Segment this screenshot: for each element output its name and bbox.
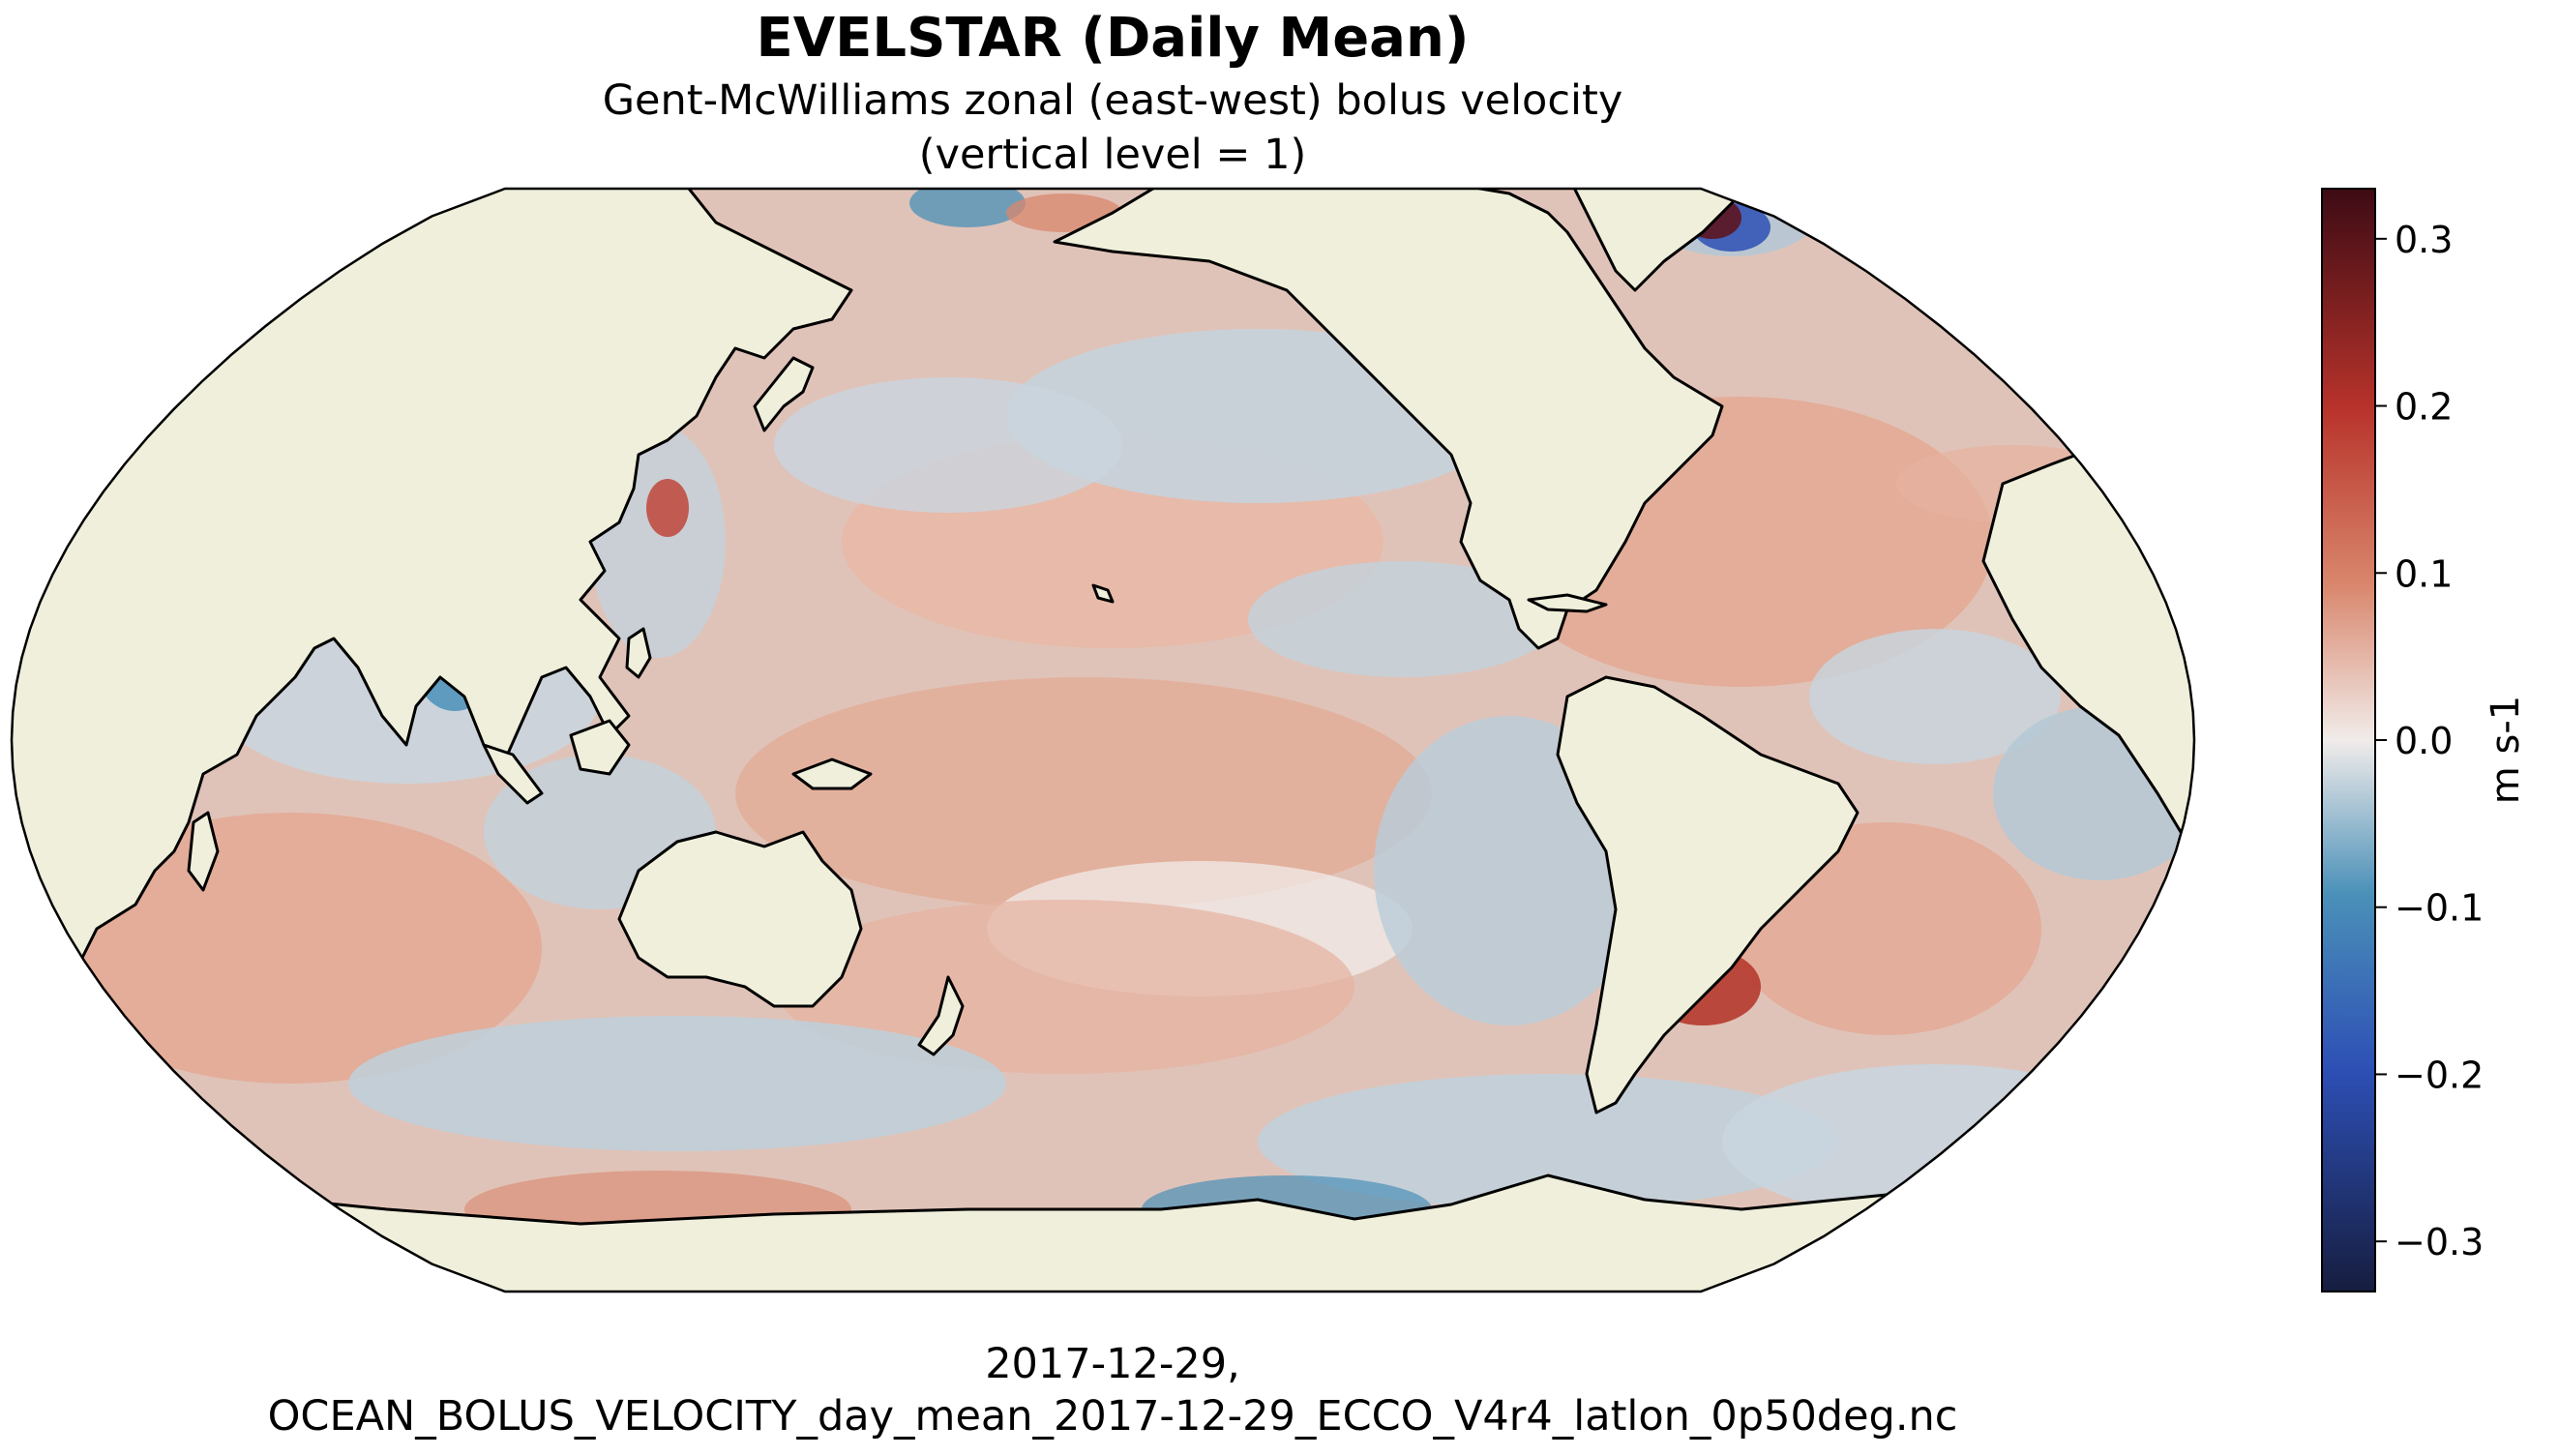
- land-hawaii: [1091, 583, 1115, 604]
- colorbar-tick-label: −0.1: [2395, 887, 2484, 930]
- colorbar-tick-label: 0.0: [2395, 720, 2453, 762]
- land-new-zealand: [917, 975, 965, 1056]
- land-japan: [753, 356, 815, 432]
- colorbar-tick-label: 0.3: [2395, 219, 2453, 261]
- figure-subtitle-line2: (vertical level = 1): [918, 131, 1307, 179]
- map-globe: [12, 189, 2194, 1292]
- land-new-guinea: [791, 758, 873, 790]
- land-cuba: [1527, 593, 1608, 613]
- land-sumatra: [482, 743, 544, 805]
- colorbar-tick-label: −0.3: [2395, 1221, 2484, 1263]
- land-uk: [2039, 230, 2068, 273]
- colorbar: 0.3 0.2 0.1 0.0 −0.1 −0.2 −0.3: [2321, 188, 2484, 1293]
- map-boundary: [10, 187, 2196, 1293]
- land-philippines: [625, 627, 652, 679]
- colorbar-tick-label: 0.1: [2395, 552, 2453, 595]
- land-north-america: [1053, 189, 1724, 650]
- land-australia: [617, 830, 863, 1008]
- colorbar-tick-label: −0.2: [2395, 1054, 2484, 1096]
- footer-filename: OCEAN_BOLUS_VELOCITY_day_mean_2017-12-29…: [267, 1392, 1958, 1441]
- figure-subtitle-line1: Gent-McWilliams zonal (east-west) bolus …: [602, 76, 1623, 125]
- colorbar-gradient: [2321, 188, 2376, 1293]
- land-borneo: [569, 719, 631, 776]
- figure-title: EVELSTAR (Daily Mean): [756, 7, 1470, 70]
- colorbar-unit-label: m s-1: [2484, 695, 2528, 805]
- footer-date: 2017-12-29,: [985, 1340, 1240, 1388]
- land-south-america: [1556, 675, 1860, 1114]
- land-greenland: [1565, 189, 1743, 292]
- land-madagascar: [187, 811, 220, 892]
- colorbar-tick-label: 0.2: [2395, 386, 2453, 429]
- land-antarctica: [12, 1174, 2194, 1292]
